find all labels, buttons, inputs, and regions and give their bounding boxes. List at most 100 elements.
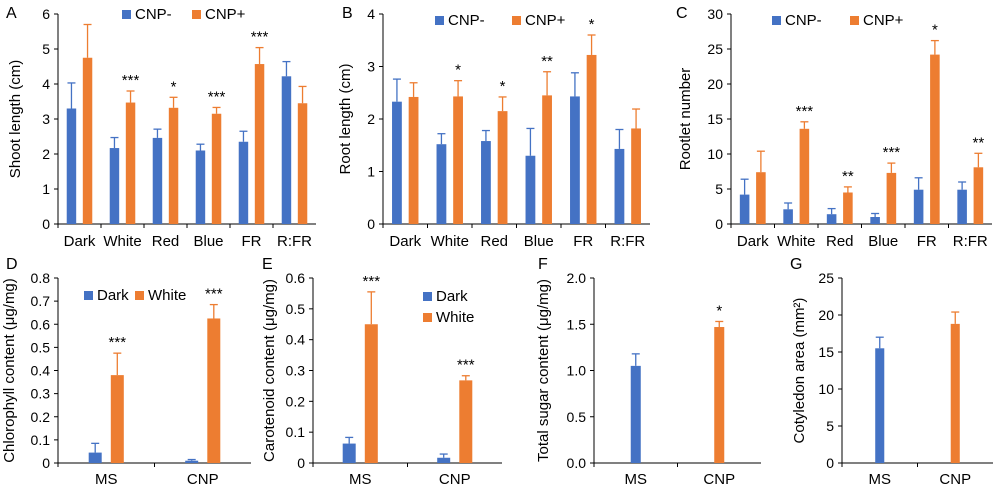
significance-label: *** (109, 334, 127, 351)
bar (843, 192, 853, 224)
x-category-label: CNP (939, 471, 971, 488)
bar (870, 217, 880, 224)
y-tick-label: 0.4 (31, 363, 51, 379)
panel-letter: A (6, 5, 17, 22)
y-tick-label: 25 (707, 41, 723, 57)
legend-label: Dark (97, 287, 129, 304)
y-tick-label: 0.0 (567, 455, 587, 471)
x-category-label: MS (869, 471, 892, 488)
bar (437, 457, 451, 463)
significance-label: * (589, 16, 595, 33)
legend-label: CNP- (448, 12, 485, 29)
y-tick-label: 0.6 (286, 270, 306, 286)
y-tick-label: 0.3 (31, 386, 51, 402)
bar (497, 111, 508, 224)
y-axis-label: Carotenoid content (μg/mg) (261, 279, 278, 462)
bar (152, 137, 163, 224)
bar (453, 96, 463, 224)
bar (714, 327, 725, 463)
bar (195, 150, 206, 224)
x-category-label: MS (349, 471, 372, 488)
y-tick-label: 0.6 (31, 316, 51, 332)
bar (783, 209, 793, 224)
bar (586, 54, 597, 225)
y-axis-label: Cotyledon area (mm²) (791, 298, 808, 444)
panel-letter: B (342, 5, 353, 22)
y-tick-label: 2 (367, 111, 375, 127)
significance-label: * (500, 78, 506, 95)
x-category-label: MS (625, 471, 648, 488)
y-tick-label: 0.5 (567, 409, 587, 425)
legend-swatch (850, 16, 859, 25)
legend-swatch (135, 291, 144, 300)
y-tick-label: 0 (42, 216, 50, 232)
legend-swatch (435, 16, 444, 25)
bar (875, 348, 885, 463)
y-tick-label: 1 (367, 164, 375, 180)
x-category-label: Dark (389, 233, 421, 250)
y-tick-label: 0.5 (31, 339, 51, 355)
bar (436, 144, 447, 224)
y-axis-label: Total sugar content (μg/mg) (535, 279, 552, 462)
y-axis-label: Rootlet number (677, 68, 694, 171)
significance-label: *** (208, 88, 226, 105)
y-tick-label: 0 (367, 216, 375, 232)
bar (281, 76, 292, 224)
y-tick-label: 5 (715, 181, 723, 197)
y-tick-label: 10 (818, 381, 834, 397)
legend-label: White (436, 309, 474, 326)
significance-label: ** (842, 168, 854, 185)
y-tick-label: 30 (707, 6, 723, 22)
y-axis-label: Chlorophyll content (μg/mg) (1, 278, 18, 463)
y-tick-label: 0.8 (31, 270, 51, 286)
bar (185, 460, 199, 463)
x-category-label: Dark (737, 233, 769, 250)
bar (913, 189, 924, 224)
x-category-label: Red (152, 233, 180, 250)
bar (297, 103, 308, 224)
y-tick-label: 0.2 (286, 393, 306, 409)
significance-label: * (932, 22, 938, 39)
x-category-label: R:FR (277, 233, 312, 250)
legend-label: Dark (436, 288, 468, 305)
y-tick-label: 1.5 (567, 316, 587, 332)
y-tick-label: 0 (826, 455, 834, 471)
y-tick-label: 0 (715, 216, 723, 232)
bar (950, 323, 960, 463)
y-tick-label: 0 (42, 455, 50, 471)
significance-label: *** (363, 273, 381, 290)
y-tick-label: 0.7 (31, 293, 51, 309)
legend-swatch (423, 313, 432, 322)
x-category-label: Blue (868, 233, 898, 250)
y-tick-label: 0.3 (286, 363, 306, 379)
legend-swatch (772, 16, 781, 25)
bar (542, 95, 552, 224)
x-category-label: Dark (64, 233, 96, 250)
bar (570, 96, 580, 224)
panel-letter: G (790, 256, 802, 273)
bar (630, 365, 641, 463)
significance-label: * (716, 302, 722, 319)
x-category-label: R:FR (953, 233, 988, 250)
bar (481, 141, 491, 224)
legend-swatch (84, 291, 93, 300)
legend-swatch (423, 292, 432, 301)
bar (799, 128, 810, 224)
bar (392, 101, 402, 224)
significance-label: * (455, 62, 461, 79)
y-tick-label: 1.0 (567, 363, 587, 379)
x-category-label: R:FR (610, 233, 645, 250)
panel-letter: C (676, 5, 688, 22)
y-tick-label: 0.1 (286, 424, 306, 440)
y-tick-label: 4 (42, 76, 50, 92)
legend-label: CNP- (785, 12, 822, 29)
panel-letter: F (538, 256, 548, 273)
significance-label: *** (796, 103, 814, 120)
y-axis-label: Shoot length (cm) (7, 60, 24, 178)
legend-label: CNP+ (525, 12, 566, 29)
significance-label: *** (122, 72, 140, 89)
y-tick-label: 2 (42, 146, 50, 162)
legend-swatch (122, 10, 131, 19)
y-tick-label: 25 (818, 270, 834, 286)
